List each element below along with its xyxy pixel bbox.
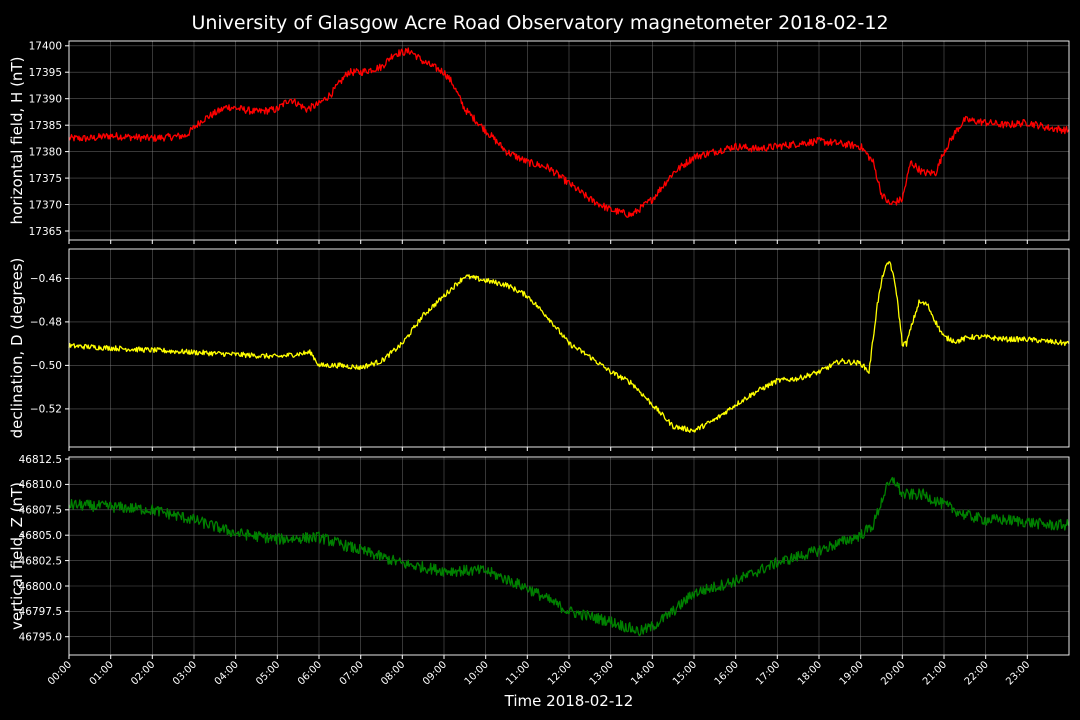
series-line	[68, 261, 1070, 433]
y-tick-label: 46807.5	[19, 505, 62, 517]
y-tick-label: 46810.0	[19, 479, 62, 491]
plot-frame	[68, 40, 1070, 241]
panel-1: 17365 17370 17375 17380 17385 17390 17395 17400…	[8, 40, 1070, 244]
y-tick-label: 46805.0	[19, 530, 62, 542]
plot-frame	[68, 248, 1070, 448]
y-tick-label: 17375	[29, 173, 62, 185]
y-tick-label: 46802.5	[19, 555, 62, 567]
y-tick-label: 17365	[29, 226, 62, 238]
y-tick-label: −0.50	[30, 360, 62, 372]
y-tick-label: −0.52	[30, 404, 62, 416]
y-tick-label: 17400	[29, 41, 62, 53]
y-tick-label: 46812.5	[19, 454, 62, 466]
x-axis-label: Time 2018-02-12	[504, 692, 634, 710]
series-line	[68, 476, 1070, 637]
y-tick-label: −0.48	[30, 317, 62, 329]
y-tick-label: 17370	[29, 199, 62, 211]
chart-title: University of Glasgow Acre Road Observat…	[191, 12, 888, 34]
y-tick-label: 46797.5	[19, 606, 62, 618]
y-tick-label: −0.46	[30, 273, 62, 285]
y-tick-label: 17385	[29, 120, 62, 132]
series-line	[68, 47, 1070, 218]
y-tick-label: 17395	[29, 67, 62, 79]
plot-frame	[68, 456, 1070, 656]
y-tick-label: 17380	[29, 146, 62, 158]
y-tick-label: 17390	[29, 94, 62, 106]
panel-2: −0.52 −0.50 −0.48 −0.46 declination, D (degr…	[8, 248, 1070, 451]
y-axis-label: declination, D (degrees)	[8, 258, 26, 439]
panel-3: 46795.0 46797.5 46800.0 46802.5 46805.0 46807…	[8, 454, 1070, 659]
y-tick-label: 46800.0	[19, 581, 62, 593]
y-tick-label: 46795.0	[19, 632, 62, 644]
y-axis-label: horizontal field, H (nT)	[8, 57, 26, 225]
y-axis-label: vertical field, Z (nT)	[8, 482, 26, 630]
